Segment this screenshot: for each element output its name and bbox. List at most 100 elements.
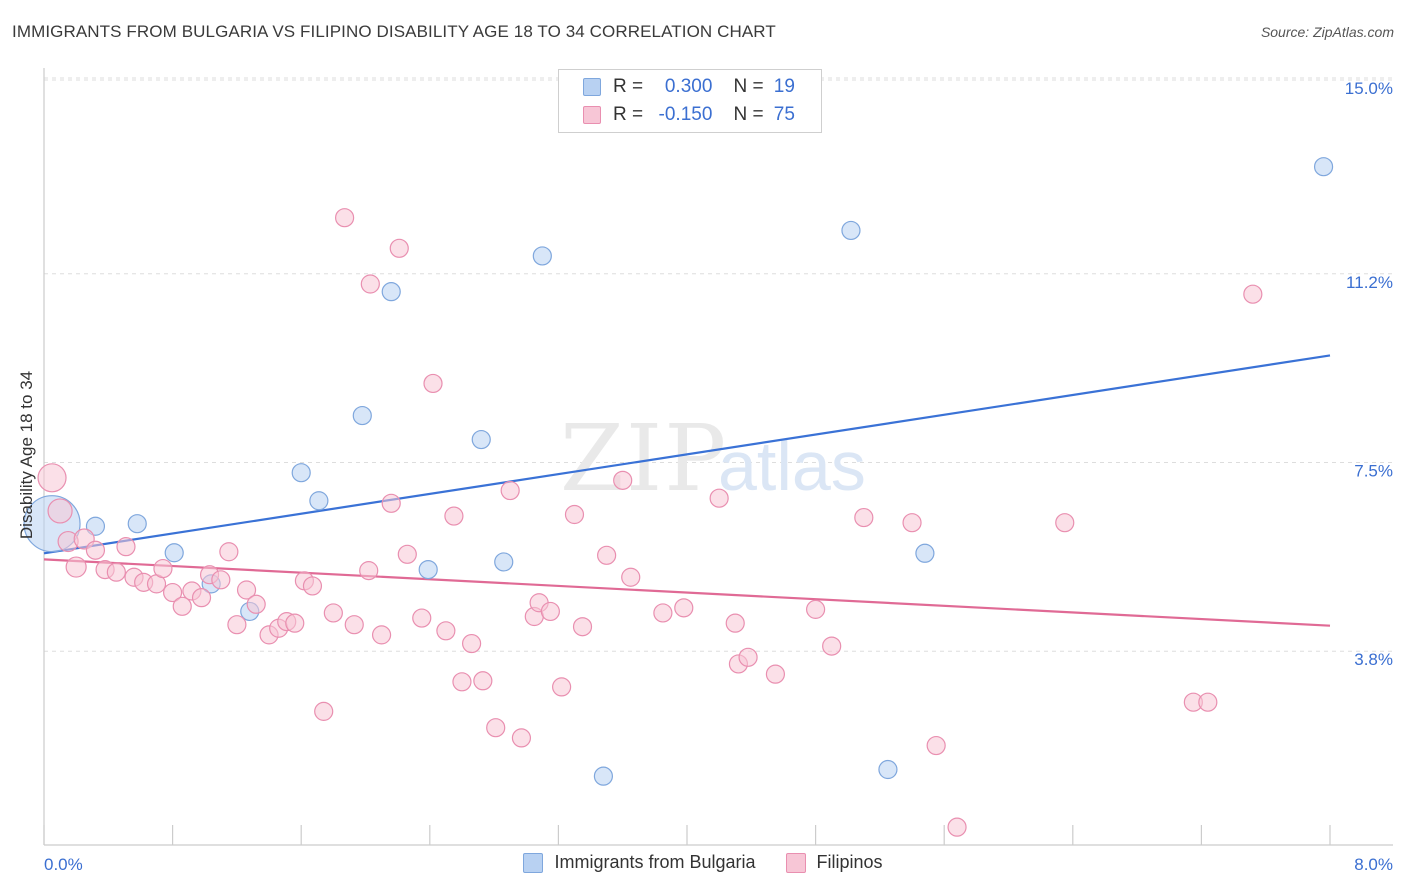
filipino-point: [47, 498, 73, 524]
legend-row-bulgaria: R = 0.300 N = 19: [583, 76, 795, 98]
legend-row-filipinos: R = -0.150 N = 75: [583, 104, 795, 126]
bulgaria-point: [1313, 157, 1334, 177]
legend-item-bulgaria: Immigrants from Bulgaria: [523, 852, 756, 873]
bulgaria-point: [841, 220, 861, 241]
filipino-point: [85, 540, 106, 560]
bulgaria-point: [309, 491, 329, 511]
filipino-point: [444, 506, 464, 526]
filipino-point: [436, 621, 456, 641]
filipino-point: [486, 718, 506, 738]
filipino-point: [246, 594, 266, 614]
source-credit: Source: ZipAtlas.com: [1260, 24, 1394, 40]
filipino-point: [473, 671, 493, 691]
stats-legend: R = 0.300 N = 19 R = -0.150 N = 75: [558, 69, 822, 133]
filipino-point: [1243, 284, 1263, 304]
filipino-point: [163, 582, 183, 603]
y-tick-label: 11.2%: [1346, 273, 1393, 292]
bulgaria-point: [915, 543, 935, 563]
bulgaria-point: [127, 514, 147, 534]
filipino-point: [902, 513, 922, 533]
legend-r-label: R =: [613, 76, 644, 97]
legend-n-value: 75: [773, 104, 795, 125]
x-tick-label-max: 8.0%: [1354, 855, 1393, 874]
filipino-point: [37, 463, 67, 493]
legend-n-label: N =: [733, 104, 764, 125]
bulgaria-point: [471, 429, 491, 450]
filipino-point: [926, 735, 946, 756]
filipinos-legend-swatch: [785, 852, 806, 873]
filipino-point: [172, 596, 192, 616]
filipino-point: [621, 567, 641, 587]
y-tick-label: 15.0%: [1345, 79, 1393, 98]
filipino-point: [106, 562, 126, 582]
bulgaria-point: [85, 516, 106, 536]
filipinos-swatch: [583, 106, 601, 124]
filipino-point: [335, 208, 355, 228]
gridlines: [44, 77, 1393, 652]
x-tick-label-min: 0.0%: [44, 855, 83, 874]
legend-label-bulgaria: Immigrants from Bulgaria: [554, 852, 756, 872]
legend-n-label: N =: [733, 76, 764, 97]
filipino-point: [709, 488, 729, 508]
filipino-point: [285, 613, 305, 633]
bulgaria-legend-swatch: [523, 852, 544, 873]
filipino-point: [371, 625, 392, 645]
filipino-point: [211, 570, 231, 590]
legend-r-label: R =: [613, 104, 644, 125]
filipino-point: [65, 556, 87, 578]
series-legend: Immigrants from Bulgaria Filipinos: [0, 852, 1406, 873]
filipino-point: [738, 647, 758, 667]
y-axis-label: Disability Age 18 to 34: [17, 370, 36, 540]
filipino-point: [765, 664, 786, 684]
trend-lines: [43, 354, 1331, 627]
filipino-point: [1198, 692, 1218, 712]
bulgaria-trend-line: [43, 354, 1331, 555]
axes: [43, 68, 1393, 846]
filipino-point: [597, 545, 617, 565]
legend-r-value: -0.150: [658, 104, 713, 125]
filipino-point: [452, 672, 472, 692]
filipino-point: [236, 580, 257, 600]
filipino-point: [423, 373, 443, 394]
filipino-point: [674, 598, 694, 618]
filipino-point: [511, 728, 532, 748]
filipino-point: [323, 603, 343, 623]
filipino-point: [947, 817, 967, 837]
filipino-point: [540, 601, 560, 622]
filipino-point: [572, 617, 593, 637]
legend-n-value: 19: [773, 76, 795, 97]
filipino-trend-line: [43, 558, 1331, 627]
bulgaria-point: [418, 559, 438, 580]
filipino-point: [461, 633, 482, 654]
bulgaria-point: [593, 766, 614, 786]
tick-labels: 15.0% 11.2% 7.5% 3.8%: [1345, 79, 1393, 669]
filipino-point: [381, 493, 401, 513]
filipino-point: [822, 636, 842, 656]
filipino-point: [552, 677, 572, 697]
legend-item-filipinos: Filipinos: [785, 852, 883, 873]
filipino-point: [314, 701, 334, 721]
filipino-point: [219, 542, 239, 562]
bulgaria-swatch: [583, 78, 601, 96]
filipino-point: [854, 507, 874, 528]
filipino-point: [805, 599, 826, 619]
filipino-point: [613, 470, 633, 490]
y-tick-label: 7.5%: [1354, 462, 1393, 481]
bulgaria-point: [532, 246, 552, 266]
filipino-point: [116, 537, 136, 557]
bulgaria-point: [878, 759, 898, 780]
filipino-point: [653, 603, 673, 623]
filipino-point: [191, 588, 212, 608]
bulgaria-point: [164, 543, 184, 563]
filipino-point: [1055, 513, 1075, 533]
filipino-point: [302, 576, 323, 596]
filipino-point: [360, 274, 380, 294]
filipino-point: [359, 561, 379, 581]
legend-r-value: 0.300: [664, 76, 713, 97]
bulgaria-point: [381, 282, 401, 302]
watermark-zip: ZIP: [560, 405, 728, 512]
filipino-point: [153, 558, 173, 579]
legend-label-filipinos: Filipinos: [816, 852, 883, 872]
filipino-point: [725, 613, 745, 633]
y-tick-label: 3.8%: [1354, 650, 1393, 669]
